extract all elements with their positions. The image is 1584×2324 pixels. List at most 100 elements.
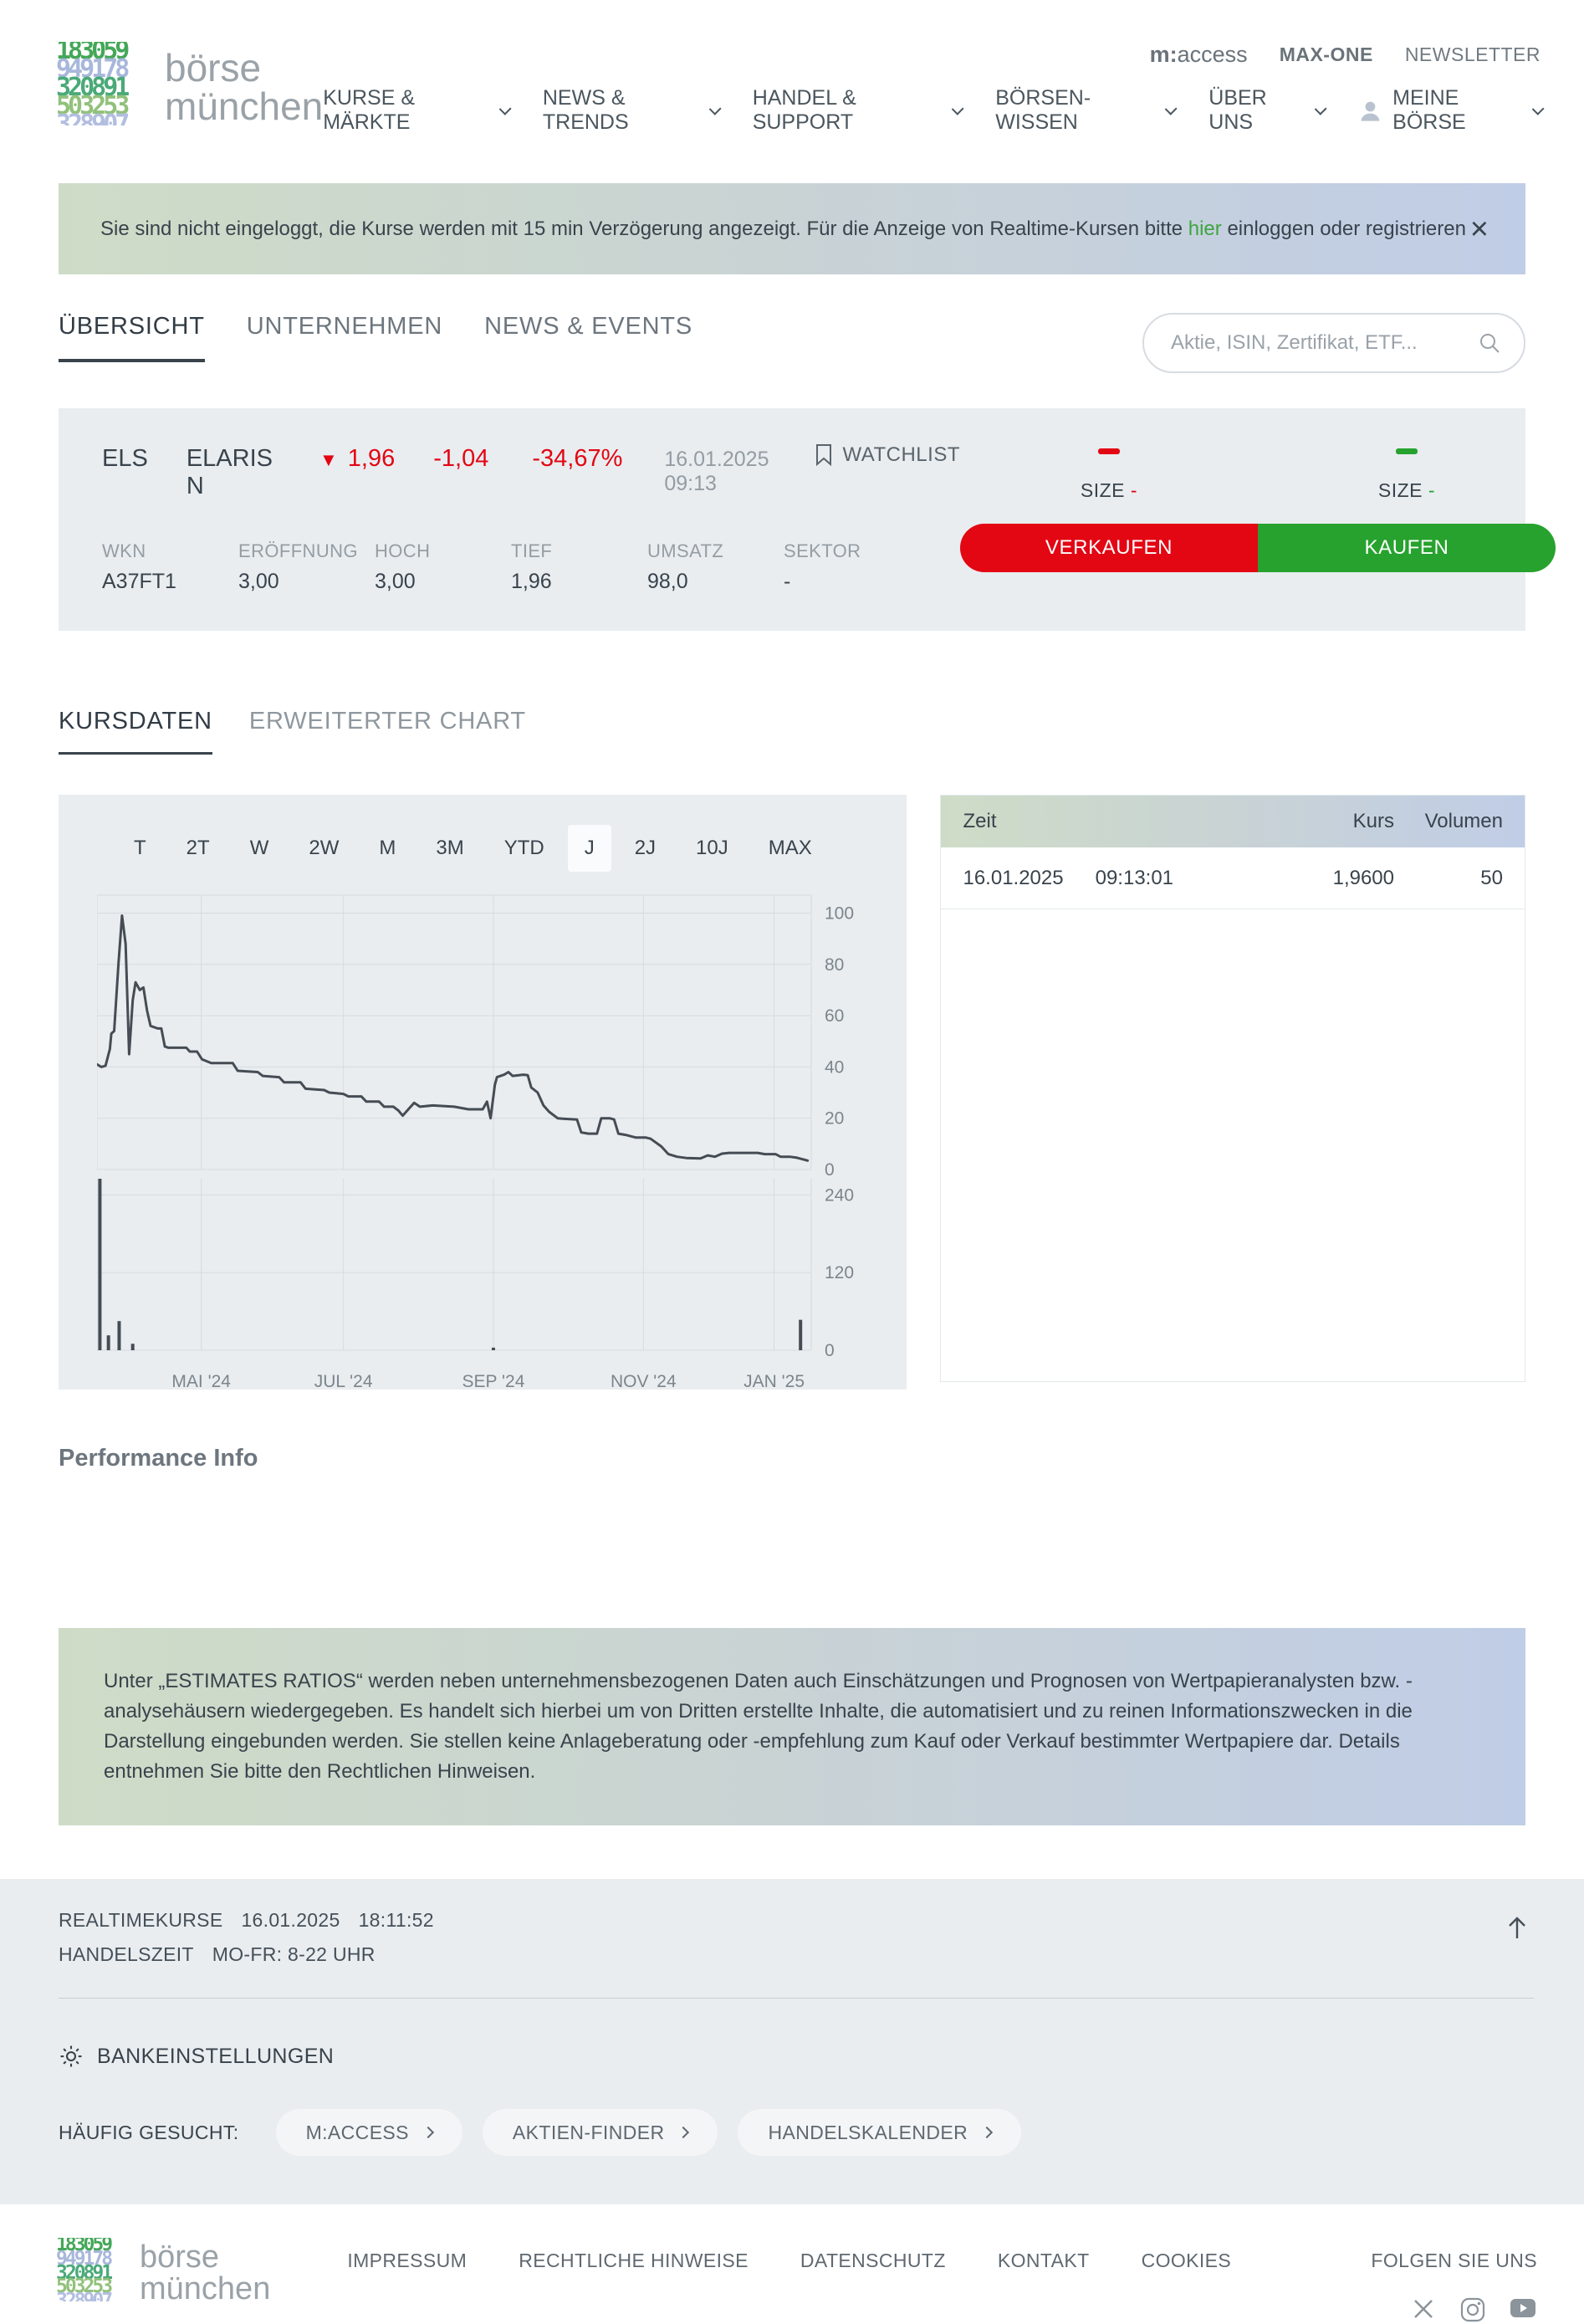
login-notice-banner: Sie sind nicht eingeloggt, die Kurse wer…	[59, 183, 1525, 274]
svg-text:100: 100	[825, 903, 854, 923]
bankeinstellungen-button[interactable]: BANKEINSTELLUNGEN	[59, 2044, 1534, 2069]
chevron-down-icon	[951, 102, 964, 115]
chevron-right-icon	[422, 2126, 434, 2139]
quicklink-maccess[interactable]: M:ACCESS	[275, 2109, 462, 2156]
tab-unternehmen[interactable]: UNTERNEHMEN	[246, 313, 443, 340]
trades-table: Zeit Kurs Volumen 16.01.2025 09:13:01 1,9…	[940, 795, 1525, 1382]
range-2w[interactable]: 2W	[309, 837, 340, 859]
stock-change-abs: -1,04	[433, 445, 489, 472]
link-rechtliche-hinweise[interactable]: RECHTLICHE HINWEISE	[519, 2250, 749, 2271]
close-icon[interactable]: ×	[1469, 211, 1489, 247]
nav-kurse-maerkte[interactable]: KURSE & MÄRKTE	[323, 86, 512, 135]
range-3m[interactable]: 3M	[436, 837, 464, 859]
footer-links: IMPRESSUM RECHTLICHE HINWEISE DATENSCHUT…	[347, 2238, 1231, 2324]
stock-stats: WKN A37FT1 ERÖFFNUNG 3,00 HOCH 3,00 TIEF 1,9…	[102, 540, 960, 594]
svg-text:SEP '24: SEP '24	[462, 1372, 525, 1391]
quick-links: M:ACCESS AKTIEN-FINDER HANDELSKALENDER	[275, 2109, 1022, 2156]
kaufen-button[interactable]: KAUFEN	[1257, 524, 1556, 572]
nav-ueber-uns[interactable]: ÜBER UNS	[1208, 86, 1327, 135]
link-datenschutz[interactable]: DATENSCHUTZ	[800, 2250, 946, 2271]
tab-kursdaten[interactable]: KURSDATEN	[59, 708, 212, 755]
section-tabs: KURSDATEN ERWEITERTER CHART	[59, 708, 1525, 755]
search-icon[interactable]	[1477, 330, 1502, 356]
svg-text:JUL '24: JUL '24	[314, 1372, 373, 1391]
nav-news-trends[interactable]: NEWS & TRENDS	[543, 86, 722, 135]
nav-meine-boerse[interactable]: MEINE BÖRSE	[1358, 86, 1545, 135]
svg-text:NOV '24: NOV '24	[611, 1372, 677, 1391]
sell-price-dash	[1097, 448, 1120, 454]
site-header: 183059 949178 320891 503253 328907 börse münc…	[0, 0, 1584, 151]
x-twitter-icon[interactable]	[1410, 2296, 1437, 2322]
col-volumen: Volumen	[1424, 810, 1503, 832]
logo-digits-graphic: 183059 949178 320891 503253 328907	[56, 42, 130, 125]
quicklink-aktien-finder[interactable]: AKTIEN-FINDER	[482, 2109, 718, 2156]
logo-wordmark: börse münchen	[165, 46, 324, 128]
banner-text: Sie sind nicht eingeloggt, die Kurse wer…	[100, 217, 1466, 240]
nav-handel-support[interactable]: HANDEL & SUPPORT	[753, 86, 964, 135]
col-kurs: Kurs	[1352, 810, 1394, 832]
footer-info-section: REALTIMEKURSE 16.01.2025 18:11:52 HANDELSZ…	[0, 1879, 1584, 2204]
svg-text:40: 40	[825, 1057, 844, 1077]
svg-text:240: 240	[825, 1185, 854, 1205]
stock-change-pct: -34,67%	[532, 445, 623, 472]
nav-boersen-wissen[interactable]: BÖRSEN-WISSEN	[995, 86, 1178, 135]
range-2t[interactable]: 2T	[186, 837, 210, 859]
verkaufen-button[interactable]: VERKAUFEN	[959, 524, 1258, 572]
link-kontakt[interactable]: KONTAKT	[997, 2250, 1090, 2271]
stat-wkn: WKN A37FT1	[102, 540, 176, 593]
trade-time: 09:13:01	[1095, 866, 1174, 889]
youtube-icon[interactable]	[1509, 2296, 1537, 2321]
tab-erweiterter-chart[interactable]: ERWEITERTER CHART	[248, 708, 526, 735]
logo[interactable]: 183059 949178 320891 503253 328907 börse münc…	[56, 42, 323, 151]
price-volume-chart: 0 20 40 60 80 100 0 120 240 MAI '24 JUL '24 SEP '24…	[95, 894, 854, 1391]
buy-price-dash	[1395, 448, 1418, 454]
range-ytd[interactable]: YTD	[503, 837, 544, 859]
range-j[interactable]: J	[567, 825, 611, 872]
scroll-to-top-button[interactable]	[1505, 1916, 1529, 1945]
buy-size[interactable]: SIZE -	[1377, 479, 1436, 501]
link-impressum[interactable]: IMPRESSUM	[347, 2250, 468, 2271]
chart-range-buttons: T 2T W 2W M 3M YTD J 2J 10J MAX	[117, 825, 907, 872]
trade-date: 16.01.2025	[963, 866, 1064, 889]
sell-size[interactable]: SIZE -	[1080, 479, 1138, 501]
instagram-icon[interactable]	[1459, 2296, 1487, 2324]
stock-price: 1,96	[347, 445, 396, 472]
hier-login-link[interactable]: hier	[1188, 217, 1222, 240]
newsletter-link[interactable]: NEWSLETTER	[1404, 44, 1541, 65]
main-nav: KURSE & MÄRKTE NEWS & TRENDS HANDEL & SU…	[323, 86, 1545, 135]
maccess-link[interactable]: m:access	[1149, 42, 1248, 67]
col-zeit: Zeit	[963, 810, 997, 832]
performance-info-title: Performance Info	[59, 1445, 258, 1472]
range-m[interactable]: M	[379, 837, 396, 859]
range-w[interactable]: W	[249, 837, 269, 859]
footer-divider	[59, 1998, 1534, 1999]
arrow-up-icon	[1509, 1917, 1525, 1938]
page-tabs: ÜBERSICHT UNTERNEHMEN NEWS & EVENTS	[59, 313, 692, 362]
quicklink-handelskalender[interactable]: HANDELSKALENDER	[738, 2109, 1022, 2156]
user-icon	[1361, 101, 1380, 121]
search-input[interactable]	[1171, 331, 1477, 355]
svg-text:0: 0	[825, 1160, 835, 1180]
svg-text:MAI '24: MAI '24	[171, 1372, 231, 1391]
range-t[interactable]: T	[134, 837, 146, 859]
svg-text:JAN '25: JAN '25	[743, 1372, 805, 1391]
handelszeit-row: HANDELSZEIT MO-FR: 8-22 UHR	[59, 1943, 376, 1965]
stat-eroeffnung: ERÖFFNUNG 3,00	[238, 540, 358, 593]
stat-sektor: SEKTOR -	[784, 540, 861, 593]
haeufig-gesucht-label: HÄUFIG GESUCHT:	[59, 2121, 239, 2143]
stat-hoch: HOCH 3,00	[375, 540, 431, 593]
trades-table-header: Zeit Kurs Volumen	[941, 796, 1525, 847]
range-max[interactable]: MAX	[768, 837, 812, 859]
range-2j[interactable]: 2J	[634, 837, 657, 859]
maxone-link[interactable]: MAX-ONE	[1279, 44, 1373, 65]
range-10j[interactable]: 10J	[696, 837, 728, 859]
link-cookies[interactable]: COOKIES	[1141, 2250, 1232, 2271]
svg-text:60: 60	[825, 1006, 844, 1026]
gear-icon	[60, 2045, 82, 2067]
tab-uebersicht[interactable]: ÜBERSICHT	[59, 313, 205, 362]
watchlist-button[interactable]: WATCHLIST	[815, 443, 960, 467]
search-box[interactable]	[1142, 313, 1525, 373]
tab-news-events[interactable]: NEWS & EVENTS	[484, 313, 693, 340]
footer-logo[interactable]: 183059 949178 320891 503253 328907 börse münc…	[56, 2238, 270, 2324]
chart-panel: T 2T W 2W M 3M YTD J 2J 10J MAX 0 20 40 60 8…	[59, 795, 907, 1391]
